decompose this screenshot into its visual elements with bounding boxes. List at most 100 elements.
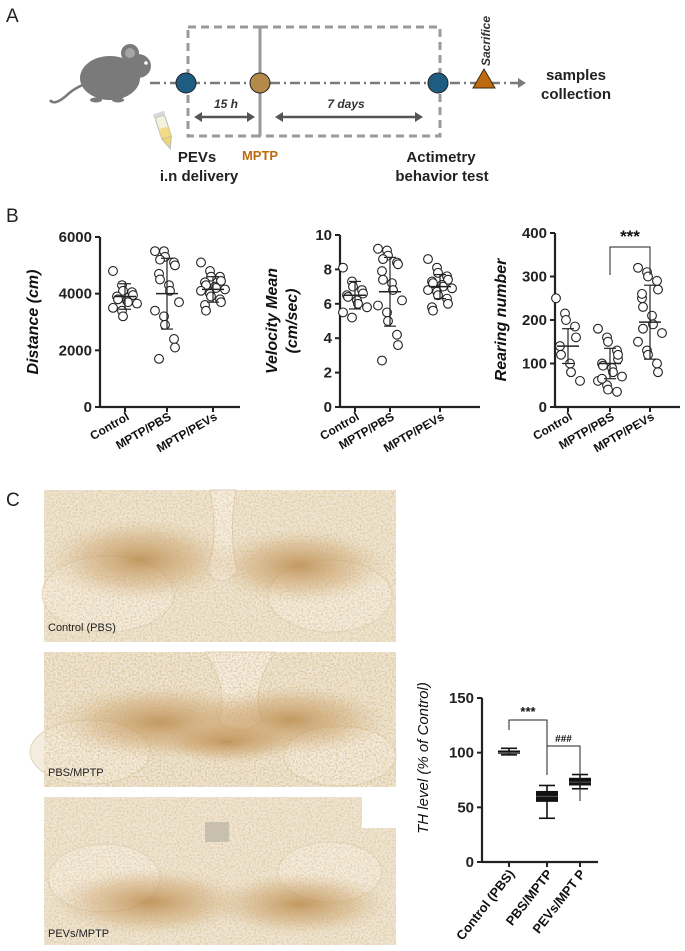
data-point [423, 254, 433, 265]
data-point [652, 275, 662, 286]
y-tick-label: 200 [522, 312, 547, 329]
final-label-line2: collection [541, 86, 611, 103]
data-point [353, 298, 363, 309]
data-point [150, 305, 160, 316]
data-point [593, 323, 603, 334]
data-point [196, 257, 206, 268]
timeline-arrowhead [518, 78, 526, 88]
step-label-pevs-line1: PEVs [178, 149, 216, 166]
data-point [608, 367, 618, 378]
data-point [154, 353, 164, 364]
data-point [377, 266, 387, 277]
y-tick-label: 0 [84, 399, 92, 416]
data-point [362, 302, 372, 313]
data-point [392, 329, 402, 340]
data-point [617, 371, 627, 382]
data-point [603, 384, 613, 395]
y-tick-label: 300 [522, 269, 547, 286]
significance-label: *** [620, 227, 640, 246]
interval-label-15h: 15 h [214, 97, 238, 111]
y-tick-label: 50 [457, 799, 474, 816]
pevs-marker [175, 72, 197, 94]
mptp-marker [249, 72, 271, 94]
sacrifice-marker [472, 68, 496, 89]
data-point [570, 321, 580, 332]
panel-label-a: A [6, 6, 19, 27]
behavior-marker [427, 72, 449, 94]
step-label-behavior-line1: Actimetry [406, 149, 476, 166]
data-point [150, 246, 160, 257]
data-point [373, 243, 383, 254]
y-tick-label: 6000 [59, 229, 92, 246]
data-point [613, 349, 623, 360]
box-chart-th-level: 0 50 100 150 TH level (% of Control) Control … [415, 682, 598, 943]
data-point [643, 271, 653, 282]
data-point [561, 315, 571, 325]
data-point [170, 260, 180, 271]
data-point [393, 340, 403, 351]
micrograph-label-pbs-mptp: PBS/MPTP [48, 767, 104, 779]
data-point [393, 259, 403, 270]
category-label: Control (PBS) [453, 867, 517, 943]
significance-label: ### [555, 734, 572, 745]
data-point [556, 349, 566, 360]
y-axis-label: Distance (cm) [25, 270, 42, 375]
data-point [338, 307, 348, 318]
final-label-line1: samples [546, 67, 606, 84]
y-tick-label: 0 [539, 399, 547, 416]
data-point [575, 375, 585, 386]
data-point [397, 295, 407, 306]
data-point [653, 367, 663, 378]
interval-label-7days: 7 days [327, 97, 365, 111]
y-axis-label: TH level (% of Control) [415, 682, 432, 834]
data-point [633, 262, 643, 273]
y-tick-label: 0 [466, 854, 474, 871]
mouse-icon [48, 44, 151, 104]
y-tick-label: 8 [324, 261, 332, 278]
y-tick-label: 100 [449, 745, 474, 762]
data-point [201, 305, 211, 316]
y-tick-label: 100 [522, 356, 547, 373]
data-point [603, 336, 613, 347]
y-tick-label: 400 [522, 225, 547, 242]
step-label-behavior-line2: behavior test [395, 168, 488, 185]
y-axis-label: Rearing number [493, 258, 510, 381]
data-point [347, 312, 357, 323]
significance-bracket [546, 745, 581, 801]
y-tick-label: 10 [315, 227, 332, 244]
data-point [657, 328, 667, 338]
y-tick-label: 4 [324, 330, 333, 347]
panel-label-b: B [6, 206, 19, 227]
data-point [551, 293, 561, 304]
data-point [348, 281, 358, 292]
step-label-pevs-line2: i.n delivery [160, 168, 239, 185]
y-tick-label: 4000 [59, 286, 92, 303]
data-point [378, 254, 388, 265]
tube-icon [152, 110, 172, 151]
sacrifice-label: Sacrifice [479, 16, 493, 66]
data-point [216, 275, 226, 286]
data-point [128, 290, 138, 301]
y-tick-label: 6 [324, 296, 332, 313]
data-point [643, 349, 653, 360]
panel-label-c: C [6, 490, 20, 511]
data-point [155, 254, 165, 265]
data-point [571, 332, 581, 343]
micrograph-label-pevs-mptp: PEVs/MPTP [48, 928, 109, 940]
box [498, 750, 520, 754]
data-point [638, 323, 648, 334]
data-point [566, 367, 576, 378]
data-point [373, 300, 383, 311]
y-tick-label: 150 [449, 690, 474, 707]
data-point [169, 334, 179, 344]
micrograph-pevs-mptp: PEVs/MPTP [44, 797, 396, 945]
data-point [443, 298, 453, 309]
data-point [378, 274, 388, 285]
data-point [647, 310, 657, 321]
data-point [447, 283, 457, 294]
data-point [343, 291, 353, 302]
